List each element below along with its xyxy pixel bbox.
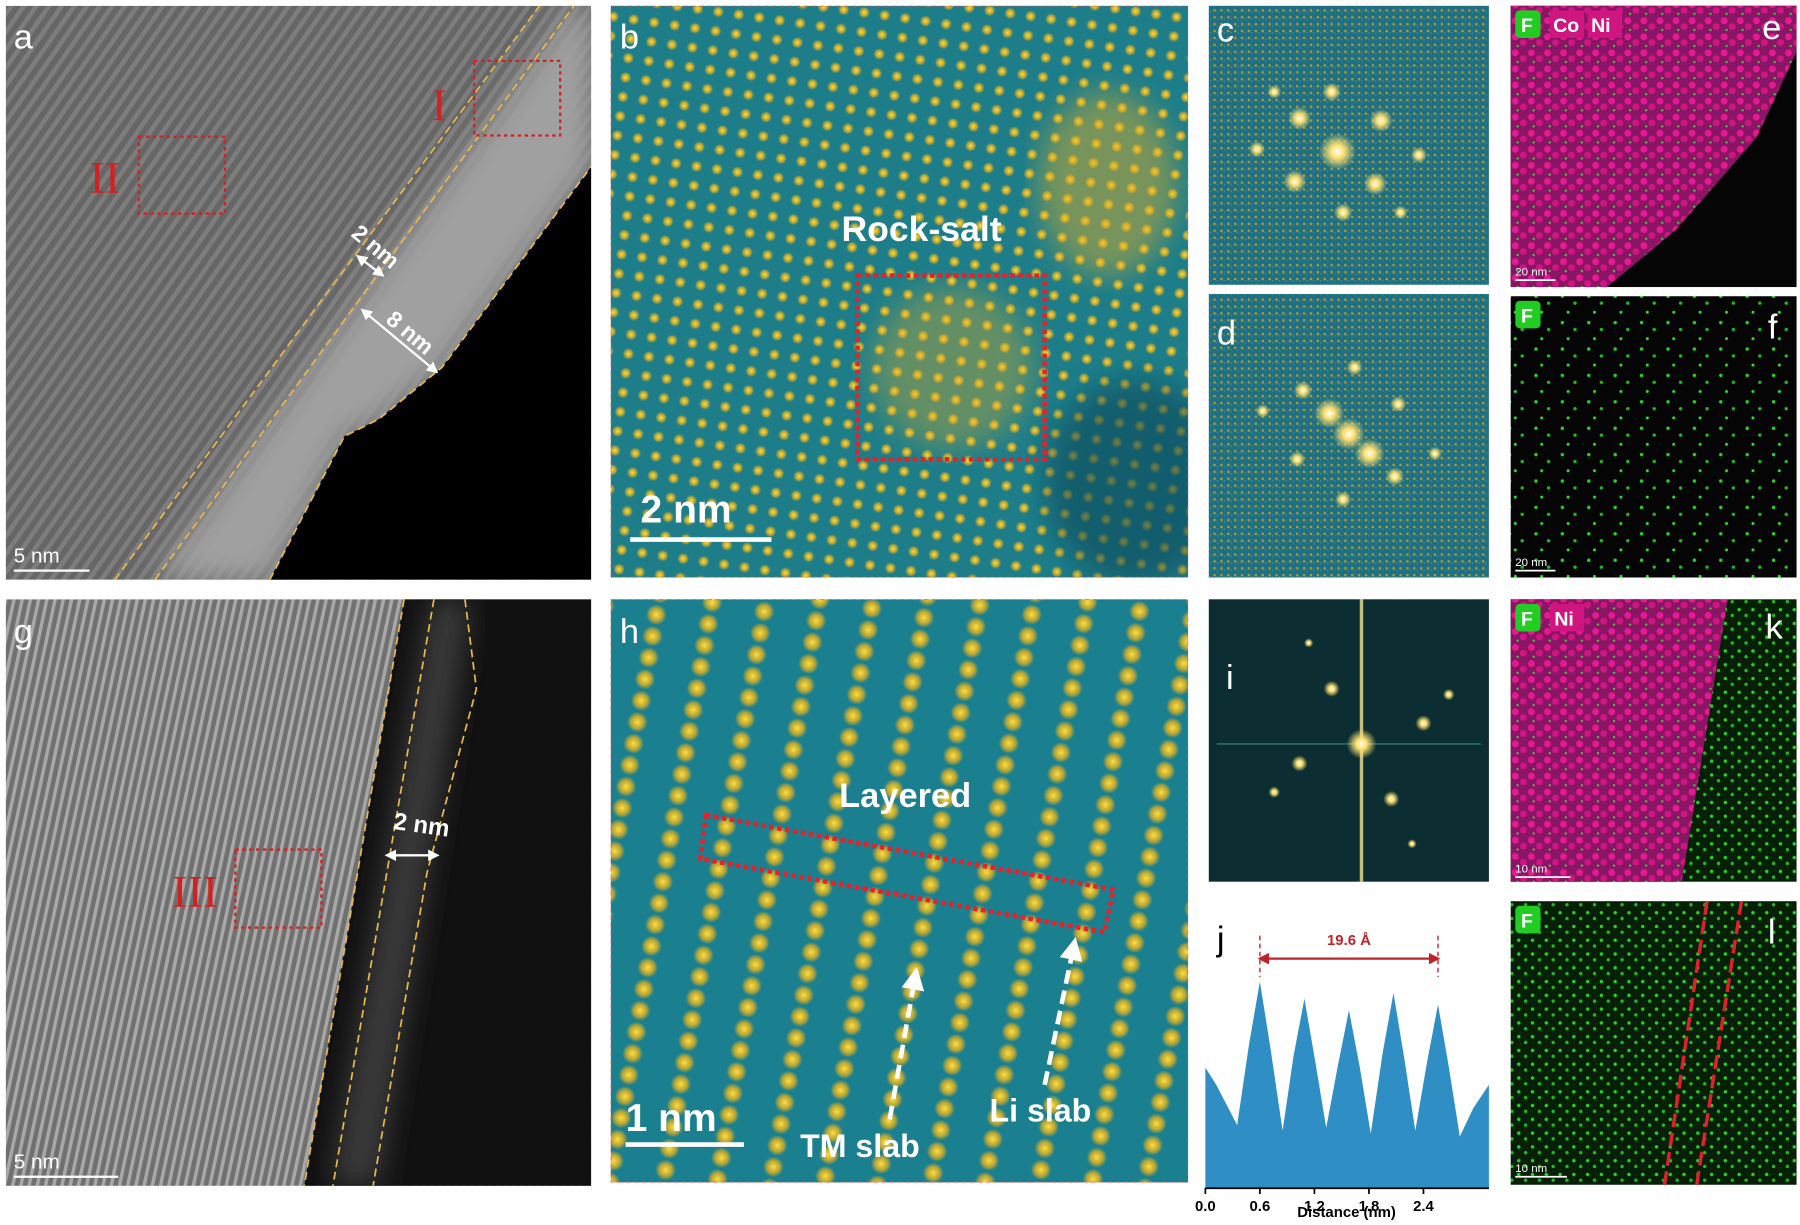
- panel-a: a I II 2 nm 8 nm 5 nm: [5, 5, 592, 580]
- panel-l: F l 10 nm: [1510, 900, 1797, 1186]
- vacuum: [269, 166, 592, 580]
- panel-label: d: [1217, 314, 1236, 352]
- scale-bar-label: 10 nm: [1515, 864, 1547, 876]
- region-label: II: [90, 152, 121, 203]
- scale-bar-label: 5 nm: [14, 545, 60, 568]
- surface-layer: [154, 5, 592, 580]
- x-tick-label: 1.8: [1359, 1198, 1380, 1215]
- element-label: F: [1521, 609, 1533, 631]
- lattice-image: [610, 599, 1189, 1183]
- annotation: 19.6 Å: [1327, 932, 1371, 949]
- panel-e: F Co Ni e 20 nm: [1510, 5, 1797, 288]
- element-label: Co: [1553, 15, 1579, 37]
- element-label: Ni: [1554, 609, 1574, 631]
- x-tick-label: 2.4: [1413, 1198, 1434, 1215]
- element-label: F: [1521, 306, 1533, 328]
- element-label: F: [1521, 15, 1533, 37]
- x-tick-label: 0.0: [1195, 1198, 1216, 1215]
- panel-label: e: [1762, 9, 1781, 47]
- panel-label: j: [1216, 921, 1225, 959]
- element-label: F: [1521, 911, 1533, 933]
- scale-bar-label: 20 nm: [1515, 267, 1547, 279]
- x-tick-label: 1.2: [1304, 1198, 1325, 1215]
- panel-label: a: [14, 18, 34, 56]
- panel-j: j Distance (nm) 19.6 Å 0.0 0.6 1.2 1.8 2.4: [1195, 921, 1489, 1221]
- x-tick-label: 0.6: [1250, 1198, 1271, 1215]
- panel-label: l: [1768, 914, 1776, 952]
- scale-bar-label: 5 nm: [14, 1151, 60, 1174]
- scale-bar-label: 20 nm: [1515, 557, 1547, 569]
- panel-k: F Ni k 10 nm: [1510, 599, 1797, 882]
- panel-g: g III 2 nm 5 nm: [5, 599, 592, 1186]
- panel-c: c: [1208, 5, 1489, 285]
- panel-label: g: [14, 613, 33, 651]
- panel-label: b: [620, 18, 639, 56]
- panel-label: f: [1768, 309, 1778, 347]
- panel-h: h Layered 1 nm TM slab Li slab: [610, 599, 1189, 1183]
- slab-label: TM slab: [800, 1128, 920, 1164]
- eds-map: [1510, 599, 1728, 882]
- panel-label: c: [1217, 11, 1234, 49]
- region-label: I: [432, 80, 447, 131]
- scale-bar-label: 10 nm: [1515, 1163, 1547, 1175]
- eds-map: [1510, 296, 1797, 578]
- panel-label: i: [1226, 659, 1234, 697]
- panel-label: h: [620, 613, 639, 651]
- panel-d: d: [1208, 293, 1489, 578]
- slab-label: Li slab: [990, 1093, 1092, 1129]
- profile-area: [1205, 981, 1489, 1189]
- element-label: Ni: [1591, 15, 1611, 37]
- panel-f: F f 20 nm: [1510, 296, 1797, 578]
- panel-b: b Rock-salt 2 nm: [610, 5, 1189, 578]
- scale-bar-label: 1 nm: [626, 1097, 717, 1140]
- region-label: III: [172, 866, 218, 917]
- panel-i: i: [1208, 599, 1489, 882]
- phase-label: Layered: [839, 777, 971, 815]
- phase-label: Rock-salt: [841, 209, 1001, 249]
- scale-bar-label: 2 nm: [641, 488, 732, 531]
- eds-map: [1510, 901, 1797, 1185]
- panel-label: k: [1766, 608, 1784, 646]
- eds-map: [1510, 5, 1797, 288]
- x-axis-title: Distance (nm): [1297, 1204, 1396, 1221]
